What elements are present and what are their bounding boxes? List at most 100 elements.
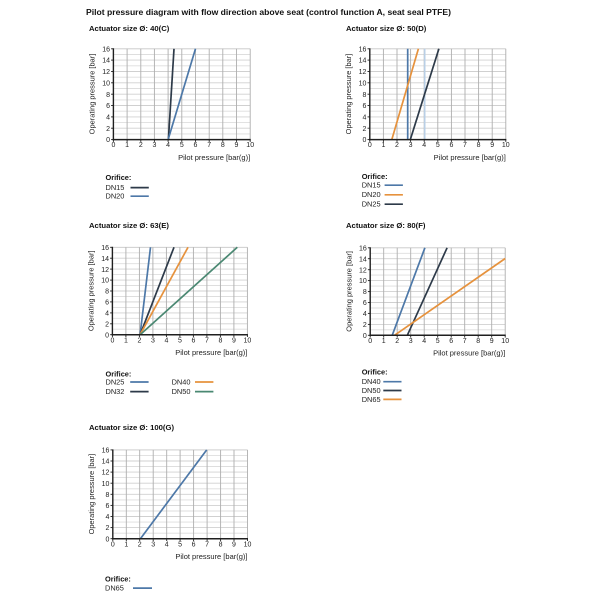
svg-text:DN40: DN40 bbox=[172, 377, 191, 386]
svg-text:Actuator size Ø: 40(C): Actuator size Ø: 40(C) bbox=[89, 24, 170, 33]
svg-text:7: 7 bbox=[205, 541, 209, 548]
svg-text:8: 8 bbox=[362, 92, 366, 99]
svg-text:16: 16 bbox=[359, 46, 367, 53]
svg-text:7: 7 bbox=[205, 337, 209, 344]
svg-text:6: 6 bbox=[449, 142, 453, 149]
svg-text:6: 6 bbox=[192, 541, 196, 548]
svg-text:4: 4 bbox=[422, 142, 426, 149]
svg-text:Pilot pressure [bar(g)]: Pilot pressure [bar(g)] bbox=[175, 348, 247, 357]
svg-text:9: 9 bbox=[232, 541, 236, 548]
svg-text:3: 3 bbox=[152, 142, 156, 149]
svg-text:10: 10 bbox=[102, 481, 110, 488]
svg-text:1: 1 bbox=[382, 338, 386, 345]
svg-text:7: 7 bbox=[207, 142, 211, 149]
svg-text:6: 6 bbox=[191, 337, 195, 344]
svg-text:8: 8 bbox=[476, 338, 480, 345]
svg-text:0: 0 bbox=[363, 333, 367, 340]
svg-text:8: 8 bbox=[105, 492, 109, 499]
svg-text:0: 0 bbox=[105, 332, 109, 339]
svg-text:2: 2 bbox=[106, 126, 110, 133]
svg-text:10: 10 bbox=[244, 541, 252, 548]
svg-text:3: 3 bbox=[151, 541, 155, 548]
svg-text:10: 10 bbox=[244, 337, 252, 344]
svg-text:5: 5 bbox=[178, 337, 182, 344]
svg-text:4: 4 bbox=[363, 311, 367, 318]
svg-text:Operating pressure [bar]: Operating pressure [bar] bbox=[344, 54, 353, 135]
svg-text:4: 4 bbox=[362, 115, 366, 122]
svg-text:7: 7 bbox=[463, 142, 467, 149]
svg-text:10: 10 bbox=[501, 338, 509, 345]
svg-text:6: 6 bbox=[105, 300, 109, 307]
svg-text:0: 0 bbox=[106, 137, 110, 144]
svg-text:2: 2 bbox=[138, 541, 142, 548]
svg-text:6: 6 bbox=[194, 142, 198, 149]
svg-text:DN65: DN65 bbox=[105, 584, 124, 593]
svg-text:8: 8 bbox=[219, 541, 223, 548]
svg-text:5: 5 bbox=[436, 338, 440, 345]
svg-text:8: 8 bbox=[477, 142, 481, 149]
svg-text:14: 14 bbox=[101, 256, 109, 263]
svg-text:12: 12 bbox=[359, 267, 367, 274]
svg-text:10: 10 bbox=[102, 80, 110, 87]
svg-text:5: 5 bbox=[178, 541, 182, 548]
svg-text:0: 0 bbox=[111, 541, 115, 548]
svg-text:1: 1 bbox=[381, 142, 385, 149]
svg-text:Actuator size Ø: 50(D): Actuator size Ø: 50(D) bbox=[346, 24, 427, 33]
svg-text:Orifice:: Orifice: bbox=[362, 368, 388, 377]
svg-text:2: 2 bbox=[363, 322, 367, 329]
svg-text:Operating pressure [bar]: Operating pressure [bar] bbox=[87, 454, 96, 535]
svg-text:Operating pressure [bar]: Operating pressure [bar] bbox=[87, 250, 96, 331]
svg-text:5: 5 bbox=[180, 142, 184, 149]
svg-text:1: 1 bbox=[125, 142, 129, 149]
svg-text:8: 8 bbox=[363, 289, 367, 296]
svg-text:0: 0 bbox=[368, 142, 372, 149]
svg-text:6: 6 bbox=[363, 300, 367, 307]
svg-text:2: 2 bbox=[395, 338, 399, 345]
svg-text:Orifice:: Orifice: bbox=[106, 369, 132, 378]
svg-text:Pilot pressure [bar(g)]: Pilot pressure [bar(g)] bbox=[433, 349, 505, 358]
svg-text:DN40: DN40 bbox=[362, 377, 381, 386]
svg-text:6: 6 bbox=[449, 338, 453, 345]
svg-text:16: 16 bbox=[359, 245, 367, 252]
svg-text:1: 1 bbox=[124, 337, 128, 344]
svg-text:DN20: DN20 bbox=[362, 190, 381, 199]
svg-text:10: 10 bbox=[359, 278, 367, 285]
svg-text:12: 12 bbox=[101, 267, 109, 274]
svg-text:9: 9 bbox=[232, 337, 236, 344]
svg-text:2: 2 bbox=[137, 337, 141, 344]
svg-text:Pilot pressure [bar(g)]: Pilot pressure [bar(g)] bbox=[434, 153, 506, 162]
svg-text:DN50: DN50 bbox=[172, 387, 191, 396]
svg-text:14: 14 bbox=[102, 58, 110, 65]
svg-text:3: 3 bbox=[409, 338, 413, 345]
svg-text:2: 2 bbox=[395, 142, 399, 149]
svg-text:Operating pressure [bar]: Operating pressure [bar] bbox=[344, 251, 353, 332]
svg-text:4: 4 bbox=[164, 337, 168, 344]
svg-text:1: 1 bbox=[124, 541, 128, 548]
svg-text:2: 2 bbox=[362, 126, 366, 133]
svg-text:6: 6 bbox=[106, 103, 110, 110]
svg-text:10: 10 bbox=[101, 278, 109, 285]
svg-text:4: 4 bbox=[105, 311, 109, 318]
svg-text:DN15: DN15 bbox=[106, 183, 125, 192]
svg-text:2: 2 bbox=[105, 321, 109, 328]
svg-text:12: 12 bbox=[102, 470, 110, 477]
svg-text:Orifice:: Orifice: bbox=[362, 172, 388, 181]
svg-text:4: 4 bbox=[422, 338, 426, 345]
svg-text:3: 3 bbox=[409, 142, 413, 149]
svg-text:DN25: DN25 bbox=[106, 377, 125, 386]
svg-text:Pilot pressure [bar(g)]: Pilot pressure [bar(g)] bbox=[178, 153, 250, 162]
svg-text:DN65: DN65 bbox=[362, 395, 381, 404]
svg-text:8: 8 bbox=[105, 289, 109, 296]
svg-text:14: 14 bbox=[359, 256, 367, 263]
svg-text:16: 16 bbox=[102, 448, 110, 455]
svg-text:Pilot pressure diagram with fl: Pilot pressure diagram with flow directi… bbox=[86, 7, 451, 17]
svg-text:DN32: DN32 bbox=[106, 387, 125, 396]
svg-text:0: 0 bbox=[110, 337, 114, 344]
svg-text:2: 2 bbox=[105, 525, 109, 532]
svg-text:12: 12 bbox=[102, 69, 110, 76]
svg-text:9: 9 bbox=[490, 338, 494, 345]
svg-text:DN25: DN25 bbox=[362, 200, 381, 209]
svg-text:Operating pressure [bar]: Operating pressure [bar] bbox=[88, 54, 97, 135]
svg-text:Actuator size Ø: 63(E): Actuator size Ø: 63(E) bbox=[89, 221, 169, 230]
svg-text:16: 16 bbox=[102, 46, 110, 53]
